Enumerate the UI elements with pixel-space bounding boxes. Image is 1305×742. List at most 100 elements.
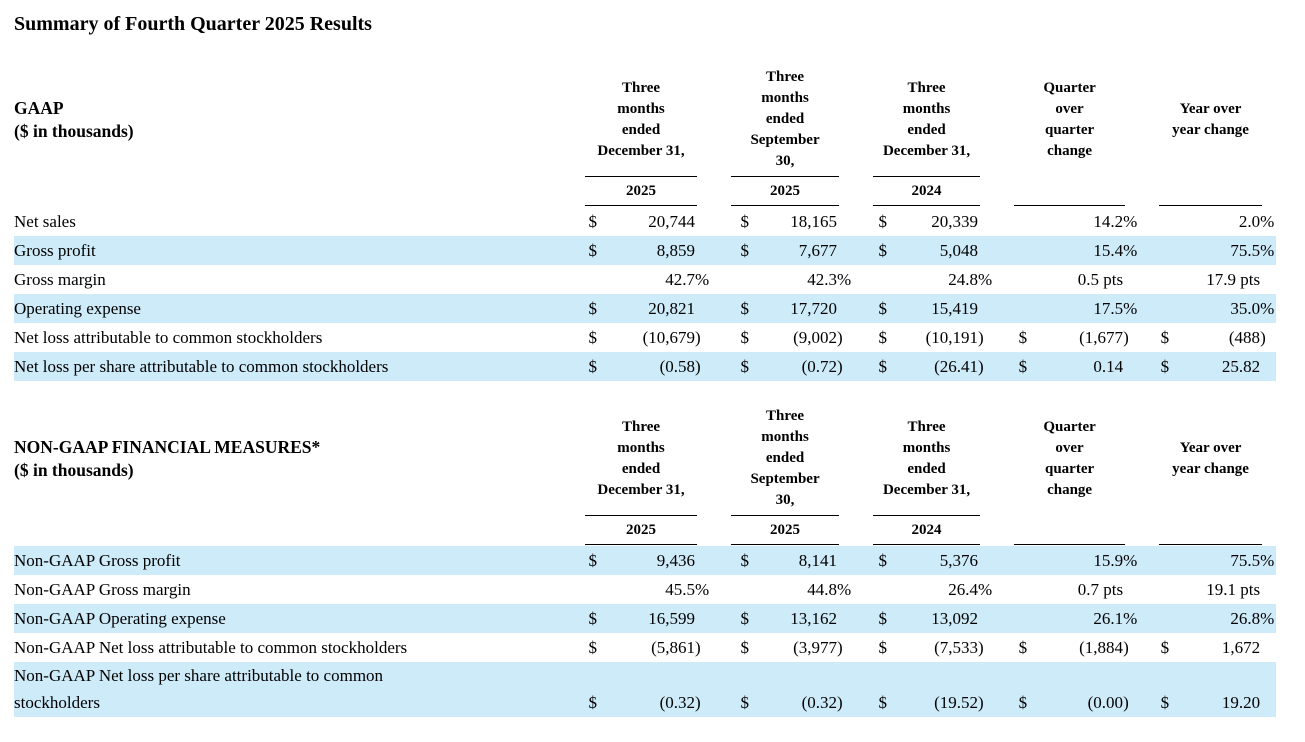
page-title: Summary of Fourth Quarter 2025 Results [14,13,372,35]
year-label: 2024 [873,182,981,206]
table-row: Net loss per share attributable to commo… [14,352,1277,381]
value-cell: (1,677 [1079,328,1124,347]
section-heading-cell: GAAP ($ in thousands) [14,63,565,178]
column-header: Quarter over quarter change [1014,402,1125,516]
value-cell: 26.1 [1027,604,1124,633]
dollar-sign-cell [1139,236,1170,265]
dollar-sign-cell [1139,575,1169,604]
dollar-sign-cell: $ [588,638,598,657]
dollar-sign-cell: $ [853,236,888,265]
value-cell: 0.5 pts [1077,270,1124,289]
column-header: Three months ended September 30, [731,402,840,516]
header-line: Year over [1179,440,1242,456]
value-cell: (0.58 [597,352,695,381]
column-header: Three months ended December 31, [585,63,698,177]
empty-cell [14,517,565,546]
year-label [1159,182,1263,206]
dollar-sign-cell [711,265,749,294]
header-line: Quarter [1043,80,1096,96]
column-header-cell: Three months ended September 30, [711,402,853,517]
suffix-cell [695,207,711,236]
year-row: 2025 2025 2024 [14,517,1276,546]
dollar-sign-cell [1139,265,1169,294]
suffix-cell [978,604,995,633]
value-cell: 19.20 [1169,662,1261,717]
year-label: 2025 [731,521,840,545]
suffix-cell: % [695,270,710,289]
dollar-sign-cell: $ [565,352,597,381]
dollar-sign-cell: $ [878,212,888,231]
suffix-cell: % [1260,604,1277,633]
column-header-cell: Three months ended December 31, [565,402,711,517]
suffix-cell: ) [837,328,843,347]
suffix-cell: % [1260,546,1277,575]
table-row: Non-GAAP Operating expense $16,599 $13,162… [14,604,1277,633]
section-heading-block: NON-GAAP FINANCIAL MEASURES* ($ in thousa… [14,402,565,516]
value-cell: 13,162 [749,604,838,633]
value-cell: (0.32 [597,662,695,717]
year-cell [1139,517,1276,546]
dollar-sign-cell [994,575,1027,604]
header-line: December 31, [597,142,685,159]
dollar-sign-cell: $ [565,294,597,323]
header-line: months [902,100,951,117]
value-cell: (26.41 [887,352,979,381]
column-header: Three months ended December 31, [873,63,981,177]
header-line: December 31, [597,481,685,498]
suffix-cell: ) [978,638,984,657]
value-cell: (488 [1228,328,1261,347]
dollar-sign-cell: $ [740,212,750,231]
header-line: months [761,429,809,445]
suffix-cell: ) [1123,638,1129,657]
value-cell: 42.7 [665,270,695,289]
suffix-cell [1260,662,1277,717]
dollar-sign-cell [1139,604,1170,633]
suffix-cell [978,236,995,265]
table-row: Gross profit $8,859 $7,677 $5,048 15.4% 75.5% [14,236,1277,265]
value-cell: (3,977 [793,638,838,657]
header-line: over [1055,101,1084,117]
value-cell: 26.8 [1169,604,1261,633]
suffix-cell [695,546,712,575]
value-cell: (5,861 [651,638,695,657]
dollar-sign-cell [711,575,749,604]
dollar-sign-cell: $ [1139,662,1170,717]
value-cell: 8,859 [597,236,695,265]
row-label: Gross margin [14,270,106,289]
value-cell: 20,744 [648,212,695,231]
row-label: Net loss attributable to common stockhol… [14,328,323,347]
value-cell: 17,720 [749,294,838,323]
suffix-cell [837,294,854,323]
row-label: Non-GAAP Net loss attributable to common… [14,638,408,657]
value-cell: 2.0 [1238,212,1261,231]
header-line: year change [1172,122,1249,138]
dollar-sign-cell: $ [740,638,750,657]
dollar-sign-cell: $ [588,328,598,347]
header-line: ended [907,460,946,477]
suffix-cell: % [1260,236,1277,265]
table-row: Operating expense $20,821 $17,720 $15,419 17… [14,294,1277,323]
value-cell: 5,376 [887,546,979,575]
suffix-cell: ) [978,662,995,717]
column-header: Quarter over quarter change [1014,63,1125,177]
suffix-cell [837,236,854,265]
value-cell: 26.4 [948,580,979,599]
row-label: Gross profit [14,236,565,265]
column-header-cell: Three months ended December 31, [853,402,994,517]
suffix-cell: % [978,580,993,599]
dollar-sign-cell: $ [853,662,888,717]
suffix-cell [1123,575,1139,604]
suffix-cell: % [1123,546,1140,575]
column-header: Year over year change [1159,63,1262,177]
section-heading-block: GAAP ($ in thousands) [14,63,565,177]
value-cell: 17.9 pts [1206,270,1261,289]
dollar-sign-cell [1139,294,1170,323]
column-header-cell: Quarter over quarter change [994,63,1139,178]
dollar-sign-cell: $ [711,236,750,265]
year-label: 2025 [585,521,698,545]
header-line: quarter [1044,461,1095,477]
suffix-cell: % [695,580,710,599]
suffix-cell [695,236,712,265]
value-cell: 75.5 [1169,236,1261,265]
